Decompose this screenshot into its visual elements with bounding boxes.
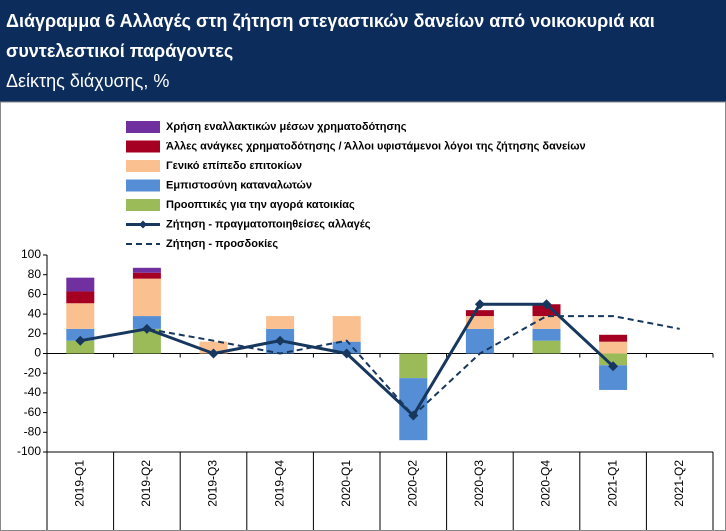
chart-subtitle: Δείκτης διάχυσης, % xyxy=(6,71,169,91)
legend-swatch xyxy=(126,199,160,211)
legend-label: Άλλες ανάγκες χρηματοδότησης / Άλλοι υφι… xyxy=(166,140,586,152)
bar-segment xyxy=(532,328,561,341)
line-marker xyxy=(141,323,152,334)
bar-segment xyxy=(399,353,428,379)
chart-bg xyxy=(0,101,726,531)
x-tick-label: 2021-Q2 xyxy=(672,460,686,507)
x-tick-label: 2020-Q1 xyxy=(339,460,353,507)
line-marker xyxy=(474,299,485,310)
legend-swatch xyxy=(126,179,160,192)
line-marker xyxy=(208,348,219,359)
y-tick-label: 100 xyxy=(21,247,41,261)
x-tick-label: 2021-Q1 xyxy=(605,460,619,507)
y-tick-label: 40 xyxy=(28,306,42,320)
line-marker xyxy=(341,348,352,359)
bar-segment xyxy=(266,316,295,329)
bar-segment xyxy=(199,341,228,354)
bar-segment xyxy=(66,328,95,341)
legend-marker xyxy=(139,220,147,229)
y-tick-label: 20 xyxy=(28,326,42,340)
bar-segment xyxy=(599,353,628,366)
bar-segment xyxy=(532,304,561,317)
bar-segment xyxy=(465,328,494,354)
chart-title: Διάγραμμα 6 Αλλαγές στη ζήτηση στεγαστικ… xyxy=(6,11,655,32)
y-tick-label: -80 xyxy=(24,424,42,438)
bar-segment xyxy=(66,291,95,304)
y-tick-label: 0 xyxy=(34,346,41,360)
y-tick-label: -100 xyxy=(17,444,41,458)
bar-segment xyxy=(599,334,628,342)
legend-label: Γενικό επίπεδο επιτοκίων xyxy=(166,160,302,172)
y-tick-label: 60 xyxy=(28,287,42,301)
line-marker xyxy=(541,299,552,310)
x-tick-label: 2020-Q2 xyxy=(405,460,419,507)
bar-segment xyxy=(532,340,561,354)
bar-segment xyxy=(66,340,95,354)
legend-label: Χρήση εναλλακτικών μέσων χρηματοδότησης xyxy=(166,121,407,133)
chart-title: συντελεστικοί παράγοντες xyxy=(6,41,233,61)
bar-segment xyxy=(332,341,361,354)
y-tick-label: 80 xyxy=(28,267,42,281)
line-marker xyxy=(608,361,619,372)
bar-segment xyxy=(532,316,561,329)
legend-label: Εμπιστοσύνη καταναλωτών xyxy=(166,179,312,191)
line-marker xyxy=(275,335,286,346)
x-tick-label: 2019-Q2 xyxy=(139,460,153,507)
line-series xyxy=(80,315,680,417)
x-tick-label: 2020-Q3 xyxy=(472,460,486,507)
y-tick-label: -60 xyxy=(24,405,42,419)
bar-segment xyxy=(599,341,628,354)
bar-segment xyxy=(132,267,161,273)
x-tick-label: 2020-Q4 xyxy=(539,460,553,507)
legend-label: Προοπτικές για την αγορά κατοικίας xyxy=(166,199,355,211)
bar-segment xyxy=(332,316,361,342)
x-tick-label: 2019-Q3 xyxy=(206,460,220,507)
x-tick-label: 2019-Q4 xyxy=(272,460,286,507)
bar-segment xyxy=(132,316,161,329)
bar-segment xyxy=(66,303,95,329)
y-tick-label: -40 xyxy=(24,385,42,399)
bar-segment xyxy=(465,316,494,329)
bar-segment xyxy=(465,310,494,317)
legend-label: Ζήτηση - προσδοκίες xyxy=(166,238,278,250)
bar-segment xyxy=(66,277,95,292)
legend-swatch xyxy=(126,140,160,153)
header-bg xyxy=(0,0,726,102)
y-tick-label: -20 xyxy=(24,365,42,379)
x-tick-label: 2019-Q1 xyxy=(72,460,86,507)
legend-swatch xyxy=(126,160,160,172)
bar-segment xyxy=(132,272,161,279)
legend-label: Ζήτηση - πραγματοποιηθείσες αλλαγές xyxy=(166,218,371,230)
bar-segment xyxy=(132,278,161,317)
bar-segment xyxy=(399,378,428,441)
legend-swatch xyxy=(126,121,160,133)
